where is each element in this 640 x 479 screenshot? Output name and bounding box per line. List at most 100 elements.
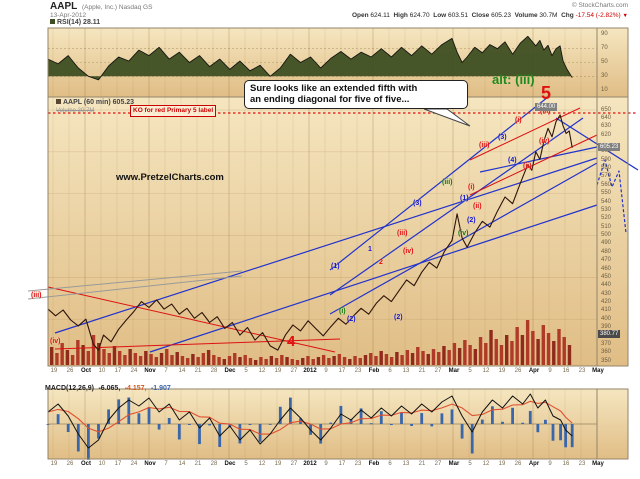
wave-label: (3) — [498, 134, 507, 141]
macd-date-label: 10 — [98, 461, 106, 467]
macd-date-label: 23 — [578, 461, 586, 467]
quote-high: High 624.70 — [393, 12, 430, 19]
macd-date-label: 21 — [418, 461, 426, 467]
price-axis-label: 640 — [601, 114, 612, 121]
price-axis-label: 470 — [601, 257, 612, 264]
macd-date-label: Mar — [448, 461, 460, 467]
macd-date-label: 17 — [114, 461, 122, 467]
wave-label: (1) — [460, 195, 469, 202]
macd-date-label: 19 — [50, 461, 58, 467]
peak-price-tag: 644.00 — [535, 103, 558, 112]
macd-date-label: 17 — [338, 461, 346, 467]
wave-5-label: 5 — [541, 83, 552, 103]
macd-value: -6.065, — [98, 385, 121, 392]
wave-label: (2) — [394, 314, 403, 321]
price-axis-label: 550 — [601, 190, 612, 197]
price-axis-label: 530 — [601, 206, 612, 213]
main-date-label: 19 — [498, 368, 506, 374]
wave-label: (iii) — [31, 292, 42, 299]
main-date-label: 9 — [548, 368, 552, 374]
main-date-label: May — [592, 368, 604, 374]
macd-date-label: 5 — [244, 461, 248, 467]
price-axis-label: 350 — [601, 357, 612, 364]
wave-label: (iii) — [397, 230, 408, 237]
main-date-label: 5 — [468, 368, 472, 374]
rsi-axis-label: 10 — [601, 86, 608, 93]
wave-label: (iii) — [479, 142, 490, 149]
macd-date-label: 9 — [324, 461, 328, 467]
main-date-label: 6 — [388, 368, 392, 374]
main-date-label: 17 — [114, 368, 122, 374]
rsi-legend-icon — [50, 19, 55, 24]
main-date-label: 24 — [130, 368, 138, 374]
wave-label: (4) — [508, 157, 517, 164]
macd-date-label: 24 — [130, 461, 138, 467]
rsi-axis-label: 70 — [601, 45, 608, 52]
macd-date-label: 5 — [468, 461, 472, 467]
price-axis-label: 430 — [601, 290, 612, 297]
main-date-label: 2012 — [303, 368, 317, 374]
macd-signal-value: -4.157, — [124, 385, 147, 392]
annotation-callout: Sure looks like an extended fifth with a… — [244, 80, 468, 109]
wave-label: 2 — [379, 259, 383, 266]
macd-date-label: 14 — [178, 461, 186, 467]
wave-label: (2) — [347, 316, 356, 323]
main-date-label: 21 — [418, 368, 426, 374]
main-date-label: 5 — [244, 368, 248, 374]
wave-label: (i) — [515, 117, 522, 124]
price-axis-label: 540 — [601, 198, 612, 205]
alt-count-label: alt: (iii) — [492, 72, 535, 87]
main-date-label: 17 — [338, 368, 346, 374]
price-axis-label: 410 — [601, 307, 612, 314]
quote-volume: Volume 30.7M — [514, 12, 558, 19]
macd-date-label: 16 — [562, 461, 570, 467]
macd-date-label: 6 — [388, 461, 392, 467]
volume-legend: Volume 30.7M — [56, 108, 95, 114]
price-legend: AAPL (60 min) 605.23 — [56, 99, 134, 106]
main-date-label: 28 — [210, 368, 218, 374]
main-date-label: 10 — [98, 368, 106, 374]
macd-date-label: May — [592, 461, 604, 467]
main-date-label: Apr — [528, 368, 540, 374]
wave-label: (iv) — [403, 248, 414, 255]
wave-label: (ii) — [473, 203, 482, 210]
wave-label: (3) — [413, 200, 422, 207]
company-name: (Apple, Inc.) Nasdaq GS — [82, 4, 153, 11]
macd-date-label: 21 — [194, 461, 202, 467]
macd-name: MACD(12,26,9) — [45, 385, 95, 392]
watermark-url: www.PretzelCharts.com — [116, 172, 224, 183]
macd-date-label: 19 — [498, 461, 506, 467]
main-date-label: 7 — [164, 368, 168, 374]
low-price-tag: 380.77 — [598, 330, 621, 339]
main-date-label: 12 — [258, 368, 266, 374]
ko-annotation: KO for red Primary 5 label — [130, 105, 217, 117]
price-axis-label: 420 — [601, 298, 612, 305]
price-legend-icon — [56, 99, 61, 104]
price-axis-label: 650 — [601, 106, 612, 113]
callout-line2: an ending diagonal for five of five... — [250, 94, 410, 106]
price-axis-label: 560 — [601, 181, 612, 188]
wave-label: (ii) — [523, 163, 532, 170]
quote-chg: Chg -17.54 (-2.82%) ▼ — [561, 12, 628, 19]
macd-date-label: 7 — [164, 461, 168, 467]
price-axis-label: 440 — [601, 282, 612, 289]
wave-label: (iii) — [540, 108, 551, 115]
main-date-label: 23 — [354, 368, 362, 374]
macd-date-label: 13 — [402, 461, 410, 467]
price-axis-label: 390 — [601, 324, 612, 330]
macd-date-label: 19 — [274, 461, 282, 467]
macd-date-label: Oct — [80, 461, 91, 467]
main-date-label: 21 — [194, 368, 202, 374]
price-axis-label: 360 — [601, 349, 612, 356]
main-date-label: 19 — [50, 368, 58, 374]
callout-line1: Sure looks like an extended fifth with — [250, 83, 418, 94]
macd-date-label: 12 — [258, 461, 266, 467]
price-axis-label: 500 — [601, 232, 612, 238]
macd-date-label: 9 — [548, 461, 552, 467]
macd-date-label: Nov — [144, 461, 156, 467]
macd-date-label: 26 — [514, 461, 522, 467]
last-price-tag: 605.23 — [598, 143, 621, 152]
wave-label: (iii) — [442, 179, 453, 186]
copyright-text: © StockCharts.com — [571, 2, 628, 9]
